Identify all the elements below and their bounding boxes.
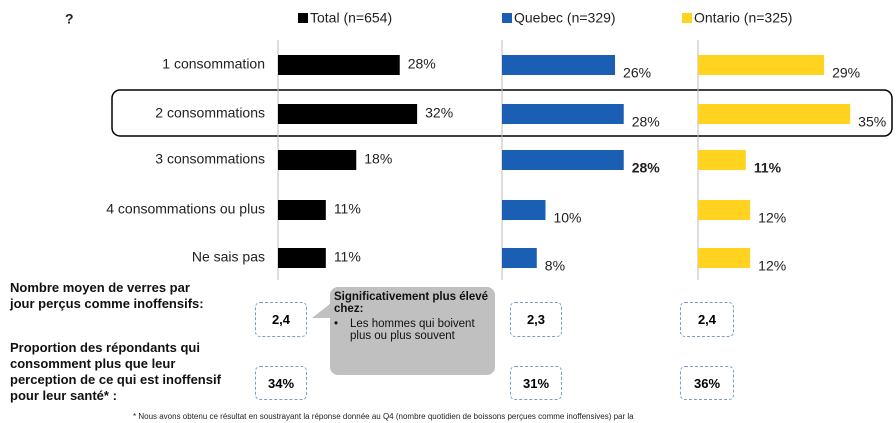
value-label: 11% <box>334 201 361 217</box>
summary-box: 34% <box>255 366 307 400</box>
bar <box>502 248 537 268</box>
value-label: 8% <box>545 258 565 274</box>
value-label: 18% <box>364 151 392 167</box>
bar <box>502 150 624 170</box>
value-label: 29% <box>832 65 860 81</box>
bar <box>698 104 851 124</box>
callout-bullet: Les hommes qui boivent plus ou plus souv… <box>350 318 475 342</box>
category-label: 3 consommations <box>155 151 265 167</box>
bar <box>698 248 751 268</box>
legend-swatch <box>502 13 512 23</box>
legend-label: Ontario (n=325) <box>694 10 792 26</box>
summary-box: 2,4 <box>680 302 734 337</box>
bar <box>698 200 751 220</box>
bar <box>278 104 418 124</box>
value-label: 28% <box>632 114 660 130</box>
bar <box>502 55 616 75</box>
footnote: * Nous avons obtenu ce résultat en soust… <box>133 412 634 421</box>
value-label: 11% <box>754 160 782 176</box>
value-label: 10% <box>553 210 581 226</box>
value-label: 26% <box>623 65 651 81</box>
summary-box: 31% <box>510 366 562 400</box>
bullet: • <box>334 318 339 330</box>
bar <box>502 200 546 220</box>
value-label: 35% <box>858 114 886 130</box>
bar <box>502 104 624 124</box>
category-label: Ne sais pas <box>192 249 265 265</box>
value-label: 32% <box>425 105 453 121</box>
value-label: 28% <box>632 160 661 176</box>
summary-box: 2,3 <box>510 302 562 337</box>
value-label: 28% <box>408 56 436 72</box>
bar <box>278 55 400 75</box>
bar <box>698 55 825 75</box>
category-label: 1 consommation <box>162 56 265 72</box>
bar <box>278 150 357 170</box>
summary-box: 2,4 <box>255 302 307 337</box>
value-label: 11% <box>334 249 361 265</box>
legend-label: Quebec (n=329) <box>514 10 616 26</box>
category-label: 4 consommations ou plus <box>106 201 265 217</box>
category-label: 2 consommations <box>155 105 265 121</box>
bar <box>278 248 326 268</box>
summary-label: Nombre moyen de verres par jour perçus c… <box>10 280 204 311</box>
summary-box: 36% <box>680 366 734 400</box>
value-label: 12% <box>758 210 786 226</box>
legend-label: Total (n=654) <box>310 10 392 26</box>
bar <box>698 150 746 170</box>
callout-title: Significativement plus élevé chez: <box>334 291 489 315</box>
legend-swatch <box>298 13 308 23</box>
callout-bullet-row: • Les hommes qui boivent plus ou plus sou… <box>334 318 491 342</box>
summary-label: Proportion des répondants qui consomment… <box>10 340 221 403</box>
callout: Significativement plus élevé chez: • Les … <box>330 287 495 375</box>
bar <box>278 200 326 220</box>
value-label: 12% <box>758 258 786 274</box>
question-mark: ? <box>65 11 74 27</box>
legend-swatch <box>682 13 692 23</box>
